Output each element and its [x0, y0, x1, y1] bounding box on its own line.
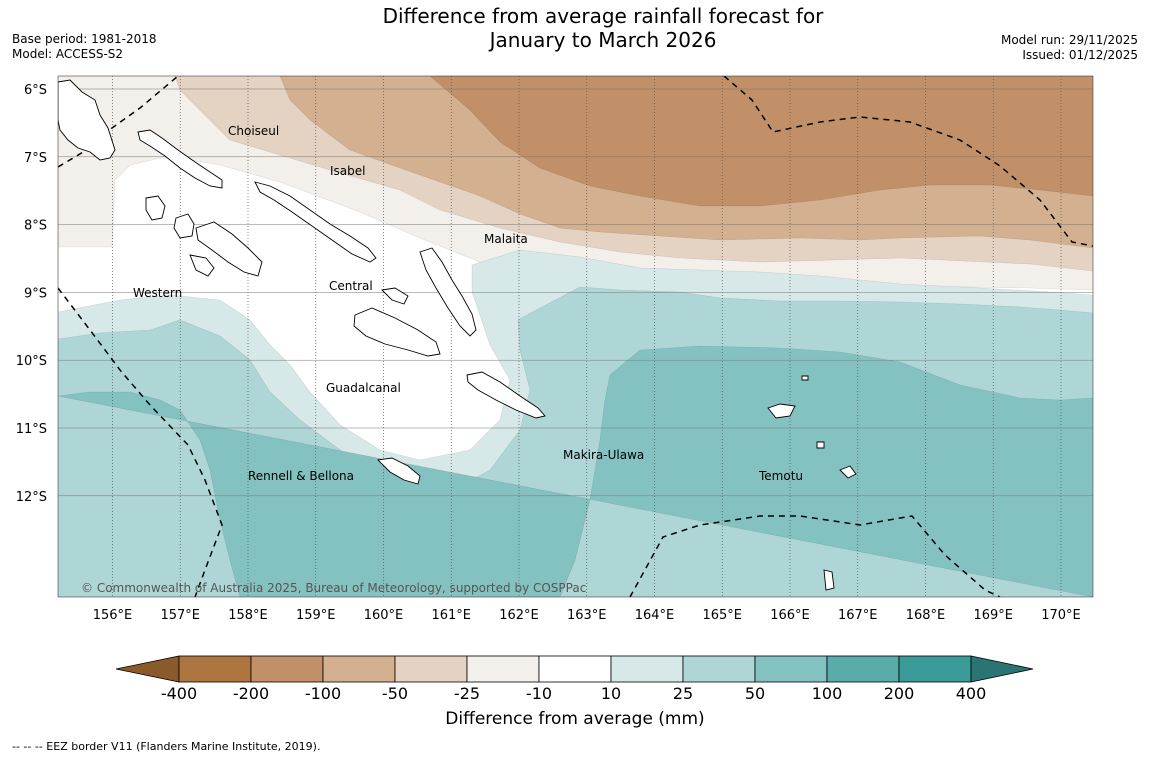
longitude-ticks: 156°E 157°E 158°E 159°E 160°E 161°E 162°E 163°E…: [93, 608, 1081, 623]
colorbar-extend-low: [115, 655, 180, 683]
colorbar-tick-label: -50: [382, 684, 408, 703]
map-area: [58, 76, 1093, 597]
label-makira-ulawa: Makira-Ulawa: [563, 448, 644, 462]
colorbar-segment: [322, 655, 396, 683]
lon-tick-label: 158°E: [228, 608, 268, 623]
island-tikopia: [823, 569, 835, 591]
label-rennell-bellona: Rennell & Bellona: [248, 469, 354, 483]
island-santa-cruz: [767, 403, 796, 419]
meta-left: Base period: 1981-2018 Model: ACCESS-S2: [12, 32, 157, 62]
colorbar-segment: [466, 655, 540, 683]
label-western: Western: [133, 286, 182, 300]
colorbar-tick-label: -400: [161, 684, 197, 703]
island-new-georgia: [195, 221, 263, 277]
label-choiseul: Choiseul: [228, 124, 279, 138]
lon-tick-label: 165°E: [702, 608, 742, 623]
title-line-1: Difference from average rainfall forecas…: [382, 4, 824, 28]
lon-tick-label: 163°E: [567, 608, 607, 623]
island-vella: [145, 195, 166, 221]
island-rendova: [189, 254, 215, 277]
eez-footnote: -- -- -- EEZ border V11 (Flanders Marine…: [12, 740, 321, 753]
label-central: Central: [329, 279, 373, 293]
lon-tick-label: 166°E: [770, 608, 810, 623]
lat-tick-label: 12°S: [16, 490, 47, 505]
lon-tick-label: 167°E: [838, 608, 878, 623]
island-bougainville: [58, 79, 116, 161]
island-kolombangara: [173, 213, 195, 239]
colorbar-segment: [538, 655, 612, 683]
lat-tick-label: 10°S: [16, 354, 47, 369]
base-period: Base period: 1981-2018: [12, 32, 157, 46]
lon-tick-label: 164°E: [635, 608, 675, 623]
colorbar-tick-label: 200: [884, 684, 915, 703]
colorbar-segment: [394, 655, 468, 683]
lon-tick-label: 170°E: [1041, 608, 1081, 623]
lon-tick-label: 160°E: [364, 608, 404, 623]
colorbar-tick-label: 10: [601, 684, 621, 703]
colorbar-segment: [682, 655, 756, 683]
colorbar: -400 -200 -100 -50 -25 -10 10 25 50 100 200 400: [115, 655, 1034, 703]
lon-tick-label: 157°E: [160, 608, 200, 623]
latitude-ticks: 6°S 7°S 8°S 9°S 10°S 11°S 12°S: [16, 83, 47, 505]
island-choiseul: [137, 129, 223, 189]
island-utupua: [839, 465, 857, 479]
island-guadalcanal: [353, 307, 441, 357]
lat-tick-label: 9°S: [24, 286, 47, 301]
copyright-text: © Commonwealth of Australia 2025, Bureau…: [81, 581, 586, 595]
label-isabel: Isabel: [330, 164, 365, 178]
island-duff: [801, 375, 809, 381]
colorbar-segment: [250, 655, 324, 683]
colorbar-segment: [826, 655, 900, 683]
colorbar-extend-high: [970, 655, 1034, 683]
label-malaita: Malaita: [484, 232, 528, 246]
lat-tick-label: 6°S: [24, 83, 47, 98]
colorbar-tick-label: -10: [526, 684, 552, 703]
colorbar-segment: [754, 655, 828, 683]
lon-tick-label: 169°E: [973, 608, 1013, 623]
islands: [58, 79, 857, 591]
region-labels: Choiseul Isabel Malaita Western Central …: [133, 124, 803, 483]
island-isabel: [254, 181, 377, 263]
colorbar-tick-label: 50: [745, 684, 765, 703]
lat-tick-label: 7°S: [24, 151, 47, 166]
colorbar-segment: [610, 655, 684, 683]
colorbar-tick-label: 25: [673, 684, 693, 703]
colorbar-segment: [898, 655, 972, 683]
title-line-2: January to March 2026: [489, 28, 717, 52]
meta-right: Model run: 29/11/2025 Issued: 01/12/2025: [1001, 33, 1138, 63]
lon-tick-label: 156°E: [93, 608, 133, 623]
model-name: Model: ACCESS-S2: [12, 47, 124, 61]
model-run: Model run: 29/11/2025: [1000, 33, 1138, 47]
graticule: [58, 76, 1093, 597]
colorbar-segment: [178, 655, 252, 683]
colorbar-tick-label: -200: [233, 684, 269, 703]
island-vanikoro: [816, 441, 825, 449]
zone-plus-50-100: [58, 345, 1093, 597]
lon-tick-label: 161°E: [431, 608, 471, 623]
map-title: Difference from average rainfall forecas…: [300, 4, 906, 52]
island-florida: [381, 287, 409, 305]
island-malaita: [419, 247, 477, 337]
lon-tick-label: 162°E: [499, 608, 539, 623]
lon-tick-label: 159°E: [296, 608, 336, 623]
lon-tick-label: 168°E: [906, 608, 946, 623]
island-rennell: [377, 457, 421, 485]
colorbar-tick-label: -100: [305, 684, 341, 703]
colorbar-tick-label: 400: [956, 684, 987, 703]
lat-tick-label: 8°S: [24, 219, 47, 234]
label-guadalcanal: Guadalcanal: [326, 381, 401, 395]
label-temotu: Temotu: [758, 469, 803, 483]
map-frame: [57, 75, 1094, 598]
colorbar-tick-label: -25: [454, 684, 480, 703]
lat-tick-label: 11°S: [16, 422, 47, 437]
colorbar-tick-label: 100: [812, 684, 843, 703]
island-makira: [466, 371, 546, 419]
eez-border: [58, 76, 1093, 597]
colorbar-label: Difference from average (mm): [445, 709, 705, 729]
issued-date: Issued: 01/12/2025: [1022, 48, 1138, 62]
